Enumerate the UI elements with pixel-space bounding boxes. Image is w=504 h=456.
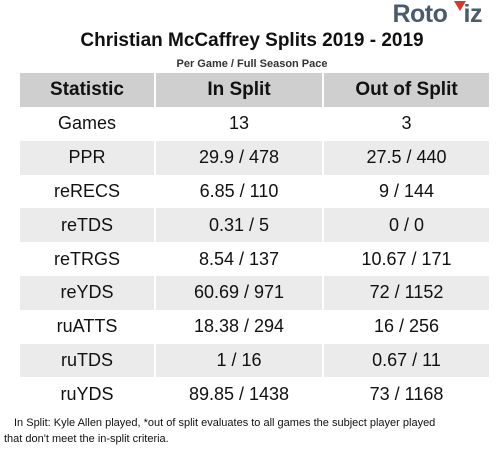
table-row: reYDS 60.69 / 971 72 / 1152 — [20, 275, 489, 310]
table-header-row: Statistic In Split Out of Split — [20, 73, 489, 107]
in-split-cell: 18.38 / 294 — [156, 309, 322, 344]
in-split-cell: 0.31 / 5 — [156, 208, 322, 243]
logo-text-viz: V — [447, 0, 467, 29]
out-of-split-cell: 0 / 0 — [324, 208, 489, 243]
in-split-cell: 29.9 / 478 — [156, 140, 322, 175]
column-header-out-of-split: Out of Split — [324, 73, 489, 107]
out-of-split-cell: 72 / 1152 — [324, 275, 489, 310]
table-row: ruTDS 1 / 16 0.67 / 11 — [20, 343, 489, 378]
table-row: reTDS 0.31 / 5 0 / 0 — [20, 208, 489, 243]
logo-text-roto: Roto — [392, 0, 448, 28]
stat-name-cell: Games — [20, 107, 154, 141]
footnote-line-2: that don't meet the in-split criteria. — [4, 433, 169, 445]
logo-text-iz: iz — [463, 0, 483, 28]
column-header-in-split: In Split — [156, 73, 322, 107]
table-row: ruYDS 89.85 / 1438 73 / 1168 — [20, 377, 489, 412]
table-row: reRECS 6.85 / 110 9 / 144 — [20, 174, 489, 209]
page-subtitle: Per Game / Full Season Pace — [176, 58, 328, 70]
stat-name-cell: reYDS — [20, 275, 154, 310]
table-row: reTRGS 8.54 / 137 10.67 / 171 — [20, 242, 489, 276]
in-split-cell: 1 / 16 — [156, 343, 322, 378]
stat-name-cell: ruYDS — [20, 377, 154, 412]
in-split-cell: 60.69 / 971 — [156, 275, 322, 310]
in-split-cell: 8.54 / 137 — [156, 242, 322, 276]
out-of-split-cell: 9 / 144 — [324, 174, 489, 209]
split-footnote: In Split: Kyle Allen played, *out of spl… — [4, 415, 496, 447]
page-title: Christian McCaffrey Splits 2019 - 2019 — [80, 30, 424, 51]
out-of-split-cell: 10.67 / 171 — [324, 242, 489, 276]
stat-name-cell: PPR — [20, 140, 154, 175]
stat-name-cell: ruATTS — [20, 309, 154, 344]
in-split-cell: 6.85 / 110 — [156, 174, 322, 209]
out-of-split-cell: 0.67 / 11 — [324, 343, 489, 378]
stat-name-cell: reTDS — [20, 208, 154, 243]
in-split-cell: 89.85 / 1438 — [156, 377, 322, 412]
stat-name-cell: ruTDS — [20, 343, 154, 378]
out-of-split-cell: 73 / 1168 — [324, 377, 489, 412]
splits-table: Statistic In Split Out of Split Games 13… — [18, 73, 491, 412]
out-of-split-cell: 3 — [324, 107, 489, 141]
in-split-cell: 13 — [156, 107, 322, 141]
rotoviz-logo[interactable]: RotoViz — [392, 0, 482, 28]
logo-v-mark-icon — [454, 0, 467, 11]
out-of-split-cell: 16 / 256 — [324, 309, 489, 344]
footnote-line-1: In Split: Kyle Allen played, *out of spl… — [14, 417, 436, 429]
out-of-split-cell: 27.5 / 440 — [324, 140, 489, 175]
table-row: Games 13 3 — [20, 107, 489, 141]
stat-name-cell: reTRGS — [20, 242, 154, 276]
table-row: ruATTS 18.38 / 294 16 / 256 — [20, 309, 489, 344]
table-row: PPR 29.9 / 478 27.5 / 440 — [20, 140, 489, 175]
stat-name-cell: reRECS — [20, 174, 154, 209]
column-header-statistic: Statistic — [20, 73, 154, 107]
